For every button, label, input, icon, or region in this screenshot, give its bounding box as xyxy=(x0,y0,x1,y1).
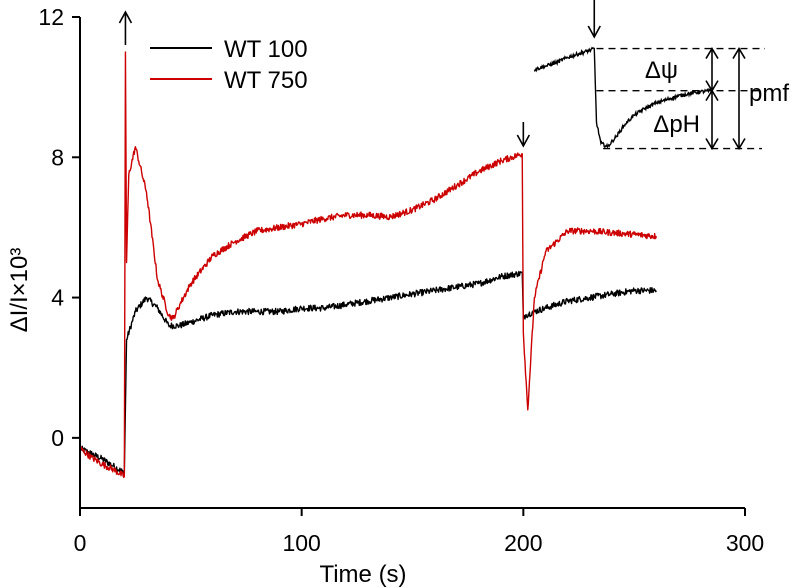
inset-layer xyxy=(533,46,712,149)
legend-label: WT 100 xyxy=(224,36,308,63)
series-line-wt-750 xyxy=(79,51,658,479)
inset-trace xyxy=(533,46,712,149)
legend: WT 100 WT 750 xyxy=(150,36,308,94)
ticks-layer: 0 100 200 300 0 4 8 12 xyxy=(38,4,764,556)
x-axis-title: Time (s) xyxy=(319,561,406,588)
x-tick-label: 0 xyxy=(74,530,87,556)
x-tick-label: 200 xyxy=(504,530,542,556)
y-tick-label: 4 xyxy=(51,285,64,311)
y-tick-label: 12 xyxy=(38,4,64,30)
annotations: Δψ ΔpH pmf xyxy=(118,0,789,151)
y-tick-label: 8 xyxy=(51,144,64,170)
delta-psi-label: Δψ xyxy=(645,57,678,84)
pmf-label: pmf xyxy=(749,80,789,107)
x-tick-label: 100 xyxy=(282,530,320,556)
delta-ph-label: ΔpH xyxy=(653,111,700,138)
inset-light-off-arrow xyxy=(587,0,601,39)
labels-layer: Time (s) ΔI/I×10³ xyxy=(6,248,407,588)
delta-ph-arrow xyxy=(705,89,719,151)
series-layer xyxy=(79,51,658,479)
axes-layer xyxy=(79,17,745,509)
delta-psi-arrow xyxy=(705,47,719,93)
y-axis-title: ΔI/I×10³ xyxy=(6,248,33,333)
light-off-arrow xyxy=(516,122,531,148)
pmf-arrow xyxy=(732,47,746,151)
y-tick-label: 0 xyxy=(51,425,64,451)
x-tick-label: 300 xyxy=(726,530,764,556)
legend-label: WT 750 xyxy=(224,67,308,94)
light-on-arrow xyxy=(118,10,133,45)
series-line-wt-100 xyxy=(79,270,657,476)
